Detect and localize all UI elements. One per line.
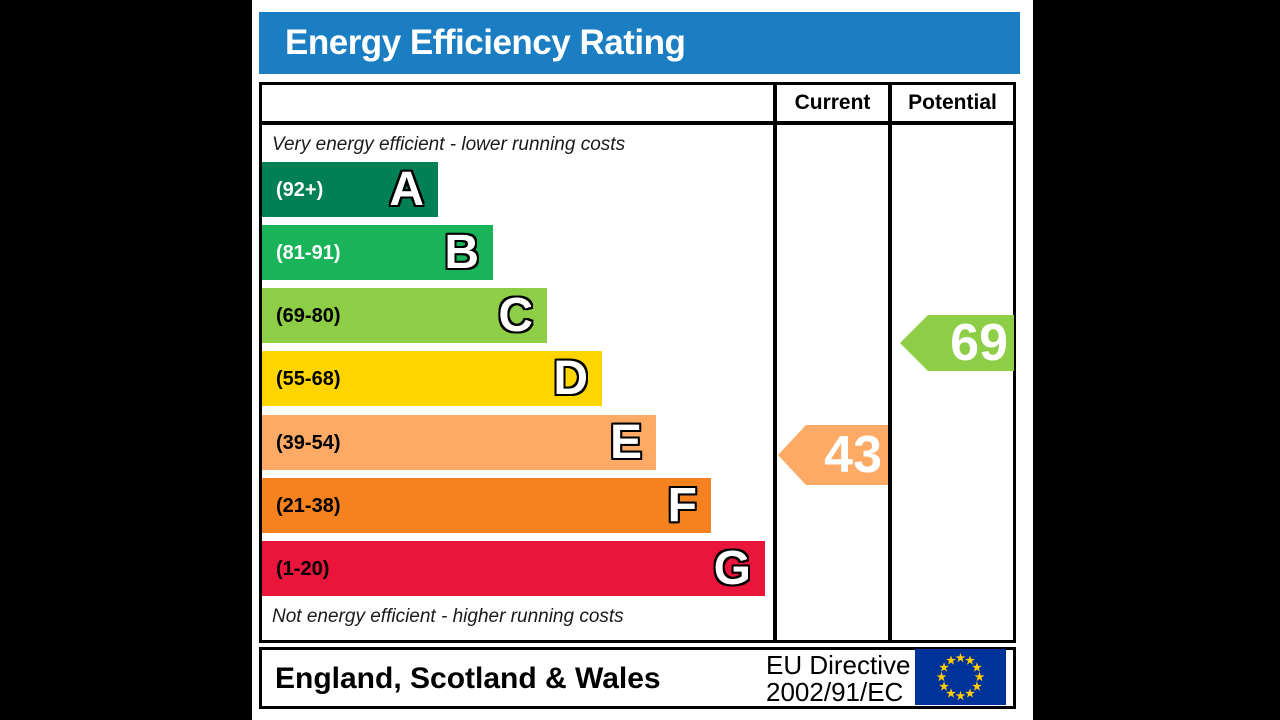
chart-title-bar: Energy Efficiency Rating [259,12,1020,74]
band-range-label: (55-68) [276,368,341,390]
column-divider-potential [888,82,892,643]
band-letter: A [389,163,424,216]
epc-rating-panel: Energy Efficiency Rating Current Potenti… [252,0,1033,720]
band-row-d: (55-68) D [262,351,602,406]
band-range-label: (1-20) [276,558,330,580]
region-label: England, Scotland & Wales [275,662,661,695]
potential-rating-arrow: 69 [900,315,1014,371]
column-header-current: Current [794,91,871,114]
band-row-g: (1-20) G [262,541,765,596]
band-letter: D [553,352,588,405]
band-range-label: (81-91) [276,242,341,264]
potential-rating-value: 69 [950,314,1008,372]
band-range-label: (69-80) [276,305,341,327]
eu-directive-label: EU Directive 2002/91/EC [766,652,910,706]
eu-flag-icon [915,649,1006,705]
band-letter: C [498,289,533,342]
band-row-b: (81-91) B [262,225,493,280]
band-row-e: (39-54) E [262,415,656,470]
eu-directive-line2: 2002/91/EC [766,677,904,707]
band-letter: E [609,416,642,469]
bottom-caption: Not energy efficient - higher running co… [272,606,624,627]
band-letter: B [444,226,479,279]
band-range-label: (92+) [276,179,324,201]
band-range-label: (21-38) [276,495,341,517]
chart-title: Energy Efficiency Rating [285,23,686,62]
column-divider-current [773,82,777,643]
band-row-c: (69-80) C [262,288,547,343]
band-row-a: (92+) A [262,162,438,217]
current-rating-value: 43 [824,426,882,484]
header-row-divider [259,121,1016,125]
band-letter: G [713,542,751,595]
column-header-potential: Potential [908,91,997,114]
top-caption: Very energy efficient - lower running co… [272,134,626,155]
band-row-f: (21-38) F [262,478,711,533]
band-range-label: (39-54) [276,432,341,454]
band-letter: F [667,479,697,532]
footer-bar: England, Scotland & Wales EU Directive 2… [259,647,1016,709]
eu-directive-line1: EU Directive [766,650,911,680]
